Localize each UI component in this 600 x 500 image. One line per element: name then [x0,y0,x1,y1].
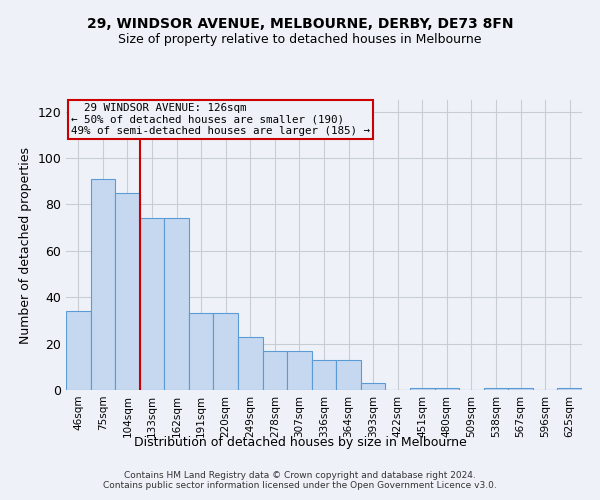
Bar [312,360,336,390]
Bar [484,388,508,390]
Bar [557,388,582,390]
Bar [263,350,287,390]
Bar [508,388,533,390]
Bar [140,218,164,390]
Bar [66,311,91,390]
Bar [410,388,434,390]
Bar [189,314,214,390]
Bar [91,179,115,390]
Bar [115,193,140,390]
Text: 29 WINDSOR AVENUE: 126sqm  
← 50% of detached houses are smaller (190)
49% of se: 29 WINDSOR AVENUE: 126sqm ← 50% of detac… [71,103,370,136]
Text: Contains HM Land Registry data © Crown copyright and database right 2024.
Contai: Contains HM Land Registry data © Crown c… [103,470,497,490]
Text: Distribution of detached houses by size in Melbourne: Distribution of detached houses by size … [134,436,466,449]
Text: 29, WINDSOR AVENUE, MELBOURNE, DERBY, DE73 8FN: 29, WINDSOR AVENUE, MELBOURNE, DERBY, DE… [87,18,513,32]
Bar [164,218,189,390]
Bar [214,314,238,390]
Bar [287,350,312,390]
Bar [336,360,361,390]
Bar [361,383,385,390]
Bar [434,388,459,390]
Bar [238,336,263,390]
Y-axis label: Number of detached properties: Number of detached properties [19,146,32,344]
Text: Size of property relative to detached houses in Melbourne: Size of property relative to detached ho… [118,32,482,46]
